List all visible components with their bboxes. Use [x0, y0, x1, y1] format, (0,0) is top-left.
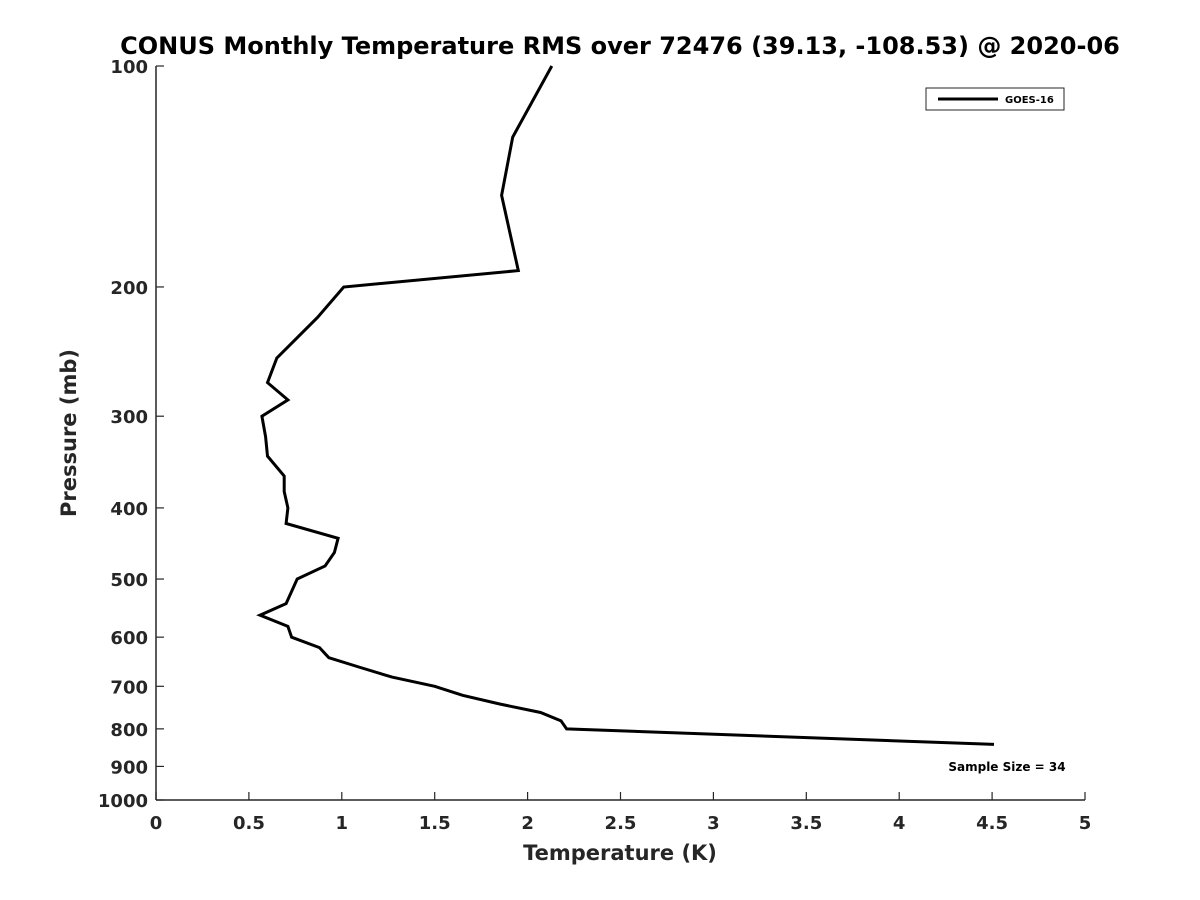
x-tick-label: 1: [336, 813, 349, 834]
y-tick-label: 700: [110, 677, 148, 698]
x-axis-ticks: 0 0.5 1 1.5 2 2.5 3 3.5 4 4.5 5: [150, 792, 1092, 834]
x-tick-label: 4: [893, 813, 906, 834]
x-tick-label: 0.5: [233, 813, 265, 834]
y-tick-label: 500: [110, 570, 148, 591]
y-tick-label: 400: [110, 499, 148, 520]
legend-label: GOES-16: [1005, 95, 1054, 106]
series-line-goes-16: [256, 65, 995, 746]
y-tick-label: 600: [110, 628, 148, 649]
y-tick-label: 900: [110, 757, 148, 778]
chart-title: CONUS Monthly Temperature RMS over 72476…: [120, 32, 1120, 60]
y-tick-label: 300: [110, 407, 148, 428]
y-axis-ticks: 100 200 300 400 500 600 700 800 900 1000: [98, 57, 164, 812]
x-tick-label: 5: [1079, 813, 1092, 834]
series-layer: [256, 65, 995, 746]
x-axis-label: Temperature (K): [523, 841, 717, 865]
x-tick-label: 3.5: [790, 813, 822, 834]
y-tick-label: 100: [110, 57, 148, 78]
plot-frame: [155, 66, 1085, 801]
legend: GOES-16: [925, 87, 1065, 111]
y-tick-label: 1000: [98, 791, 148, 812]
y-tick-label: 200: [110, 278, 148, 299]
x-tick-label: 4.5: [976, 813, 1008, 834]
x-tick-label: 0: [150, 813, 163, 834]
sample-size-annotation: Sample Size = 34: [948, 760, 1065, 774]
x-tick-label: 3: [707, 813, 720, 834]
x-tick-label: 2.5: [605, 813, 637, 834]
x-tick-label: 1.5: [419, 813, 451, 834]
y-axis-label: Pressure (mb): [57, 349, 81, 517]
y-tick-label: 800: [110, 720, 148, 741]
x-tick-label: 2: [521, 813, 534, 834]
